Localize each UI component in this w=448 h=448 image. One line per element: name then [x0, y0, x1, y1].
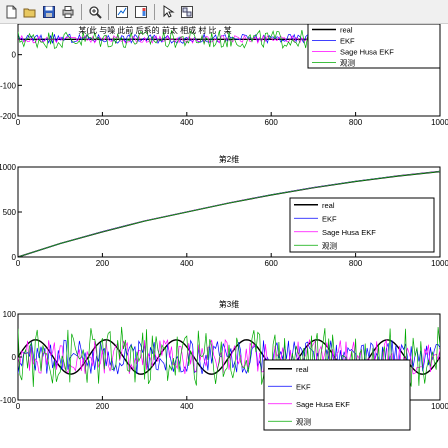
save-figure-button[interactable]: [40, 2, 58, 22]
figure-toolbar: [0, 0, 448, 24]
chart-1: 0 200 400 600 800 1000 -200 -100 0 某(此 与噪 此前 后系的 …: [0, 24, 448, 127]
x-tick-label: 200: [96, 118, 110, 127]
x-tick-label: 0: [16, 118, 21, 127]
plot-tools-button[interactable]: [178, 2, 196, 22]
chart-title: 第2维: [219, 154, 239, 164]
toolbar-separator: [81, 3, 82, 20]
open-file-button[interactable]: [21, 2, 39, 22]
data-cursor-button[interactable]: [113, 2, 131, 22]
legend-label-ekf: EKF: [340, 37, 355, 46]
zoom-in-icon: [88, 5, 102, 19]
legend-box: [263, 359, 411, 431]
save-figure-icon: [42, 5, 56, 19]
x-tick-label: 1000: [431, 402, 448, 411]
legend-box: [307, 24, 441, 69]
plot-tools-icon: [180, 5, 194, 19]
legend-label-observed: 观测: [322, 241, 337, 250]
legend-label-observed: 观测: [296, 417, 311, 426]
legend-label-real: real: [296, 365, 309, 374]
pointer-button[interactable]: [159, 2, 177, 22]
x-tick-label: 600: [265, 118, 279, 127]
new-figure-icon: [4, 5, 18, 19]
toolbar-separator: [108, 3, 109, 20]
y-tick-label: 100: [3, 310, 17, 319]
legend-label-real: real: [322, 201, 335, 210]
legend-box: [289, 197, 435, 253]
legend-label-real: real: [340, 26, 353, 35]
data-cursor-icon: [115, 5, 129, 19]
legend-label-sage-husa-ekf: Sage Husa EKF: [322, 228, 376, 237]
legend: real EKF Sage Husa EKF 观测: [307, 24, 441, 69]
print-figure-button[interactable]: [59, 2, 77, 22]
x-tick-label: 200: [96, 259, 110, 268]
chart-title: 第3维: [219, 299, 239, 309]
pointer-icon: [161, 4, 175, 19]
x-tick-label: 1000: [431, 118, 448, 127]
open-file-icon: [23, 5, 37, 19]
insert-colorbar-button[interactable]: [132, 2, 150, 22]
insert-colorbar-icon: [134, 5, 148, 19]
new-figure-button[interactable]: [2, 2, 20, 22]
y-tick-label: -100: [0, 81, 17, 90]
x-tick-label: 400: [180, 118, 194, 127]
series-line-observed: [18, 171, 440, 257]
x-tick-label: 0: [16, 402, 21, 411]
x-tick-label: 0: [16, 259, 21, 268]
legend: real EKF Sage Husa EKF 观测: [263, 359, 411, 431]
chart-title: 某(此 与噪 此前 后系的 前太 相成 村 比 - 某: [78, 25, 231, 35]
legend: real EKF Sage Husa EKF 观测: [289, 197, 435, 253]
series-line-real: [18, 339, 440, 375]
y-tick-label: 1000: [0, 163, 17, 172]
x-tick-label: 400: [180, 259, 194, 268]
x-tick-label: 600: [265, 259, 279, 268]
chart-2: 0 200 400 600 800 1000 0 500 1000 第2维 real EKF Sage …: [0, 154, 448, 268]
legend-label-ekf: EKF: [296, 382, 311, 391]
toolbar-separator: [154, 3, 155, 20]
y-tick-label: 0: [12, 51, 17, 60]
x-tick-label: 800: [349, 118, 363, 127]
y-tick-label: 0: [12, 353, 17, 362]
zoom-in-button[interactable]: [86, 2, 104, 22]
series-group: [18, 170, 440, 257]
x-tick-label: 1000: [431, 259, 448, 268]
x-tick-label: 400: [180, 402, 194, 411]
x-tick-label: 800: [349, 259, 363, 268]
y-tick-label: 500: [3, 208, 17, 217]
legend-label-observed: 观测: [340, 59, 355, 68]
chart-3: 02004006008001000-1000100第3维realEKFSage …: [0, 299, 448, 431]
legend-label-sage-husa-ekf: Sage Husa EKF: [340, 48, 394, 57]
print-figure-icon: [61, 5, 75, 19]
y-tick-label: -200: [0, 112, 17, 121]
y-tick-label: -100: [0, 396, 17, 405]
legend-label-sage-husa-ekf: Sage Husa EKF: [296, 400, 350, 409]
x-tick-label: 200: [96, 402, 110, 411]
legend-label-ekf: EKF: [322, 214, 337, 223]
y-tick-label: 0: [12, 253, 17, 262]
